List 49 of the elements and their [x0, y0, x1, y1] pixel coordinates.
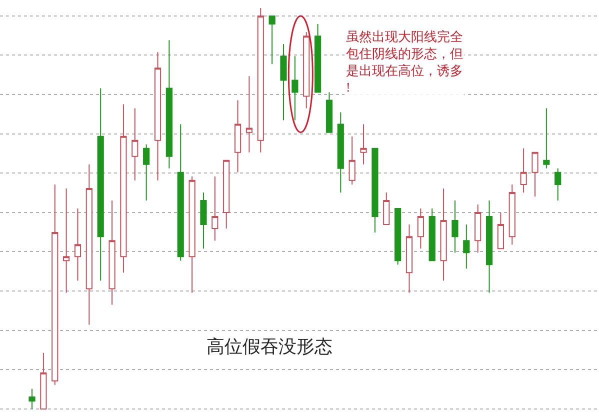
- candlestick: [52, 184, 58, 386]
- candlestick: [394, 208, 402, 266]
- candlestick: [132, 108, 138, 181]
- candlestick: [440, 188, 447, 282]
- annotation: 虽然出现大阳线完全包住阴线的形态，但是出现在高位，诱多!: [346, 29, 463, 95]
- candlestick: [28, 388, 36, 410]
- candlestick: [508, 184, 516, 246]
- candlestick: [417, 208, 424, 250]
- text: 高位假吞没形态: [206, 336, 333, 358]
- candlestick: [246, 76, 252, 153]
- candlestick: [280, 44, 287, 121]
- candlestick: [143, 144, 150, 201]
- candlestick: [497, 212, 504, 250]
- candlestick: [108, 200, 116, 306]
- candlestick: [154, 52, 162, 181]
- candlestick: [337, 112, 344, 193]
- candlestick: [406, 224, 413, 294]
- candlestick: [97, 88, 104, 282]
- candlestick: [520, 148, 527, 193]
- candlestick: [314, 24, 322, 93]
- candlestick: [348, 136, 356, 185]
- candlestick: [86, 164, 92, 326]
- candlestick: [63, 188, 70, 294]
- candlestick: [554, 168, 562, 201]
- candlestick: [428, 208, 436, 262]
- candlestick: [360, 124, 367, 165]
- candlestick: [177, 124, 184, 262]
- candlestick: [257, 8, 264, 153]
- candlestick: [452, 200, 458, 254]
- candlestick: [486, 200, 493, 294]
- candlestick: [532, 152, 538, 197]
- candlestick: [188, 176, 196, 294]
- candlestick: [292, 56, 298, 121]
- candlestick: [474, 204, 482, 254]
- candlestick: [40, 352, 47, 410]
- candlestick: [303, 32, 310, 109]
- candlestick: [234, 100, 242, 173]
- candlestick: [212, 176, 218, 242]
- candlestick: [166, 40, 172, 169]
- candlestick: [268, 16, 276, 65]
- candlestick: [543, 108, 550, 169]
- candlestick: [120, 104, 127, 274]
- candlestick: [200, 192, 207, 250]
- candlestick: [223, 160, 230, 230]
- candlestick: [326, 92, 333, 133]
- candlestick: [372, 148, 378, 234]
- candlestick: [463, 224, 470, 270]
- candlestick: [383, 192, 390, 226]
- candlestick: [74, 208, 82, 282]
